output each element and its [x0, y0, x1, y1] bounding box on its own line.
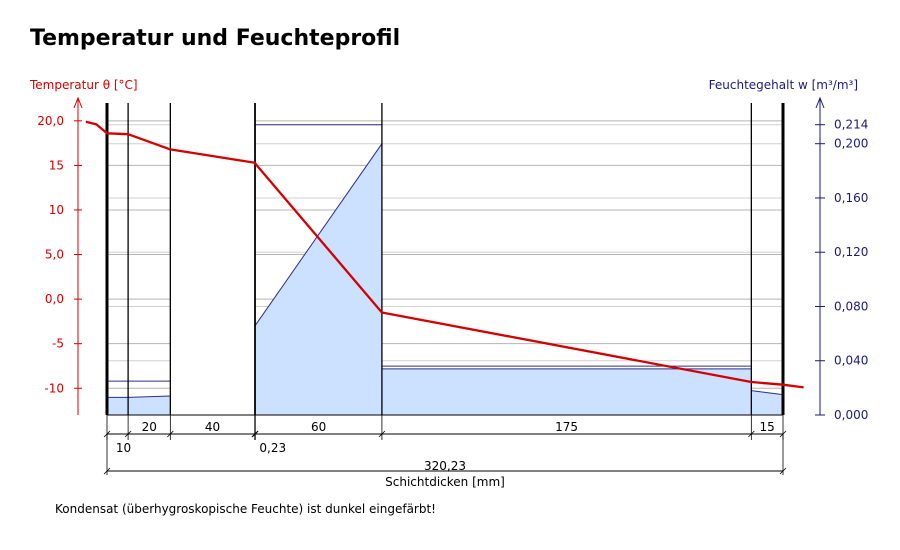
dimension-tick — [103, 467, 111, 475]
right-axis-arrow — [815, 96, 825, 109]
right-tick-label: 0,120 — [834, 245, 868, 259]
left-tick-label: 10 — [49, 203, 64, 217]
dimension-tick — [378, 430, 386, 438]
layer-thickness-label: 15 — [760, 420, 775, 434]
layer-thickness-label: 40 — [205, 420, 220, 434]
dimension-tick — [124, 430, 132, 438]
layer-thickness-label: 20 — [142, 420, 157, 434]
moisture-area — [381, 368, 752, 415]
moisture-line — [751, 390, 784, 396]
moisture-line — [254, 143, 383, 326]
left-axis-arrow — [73, 96, 83, 109]
total-thickness-label: 320,23 — [424, 459, 466, 473]
left-tick-label: 5,0 — [45, 248, 64, 262]
left-tick-label: 0,0 — [45, 292, 64, 306]
moisture-area — [128, 396, 171, 415]
left-tick-label: 20,0 — [37, 114, 64, 128]
moisture-line — [128, 395, 171, 398]
dimension-tick — [251, 430, 259, 438]
right-tick-label: 0,040 — [834, 354, 868, 368]
dimension-tick — [167, 430, 174, 438]
layer-thickness-label: 0,23 — [259, 441, 286, 455]
moisture-area — [255, 143, 382, 415]
right-tick-label: 0,160 — [834, 191, 868, 205]
right-tick-label: 0,200 — [834, 137, 868, 151]
layer-thickness-label: 60 — [311, 420, 326, 434]
right-tick-label: 0,080 — [834, 299, 868, 313]
right-axis-label: Feuchtegehalt w [m³/m³] — [709, 78, 858, 92]
right-tick-label: 0,214 — [834, 118, 868, 132]
dimension-tick — [748, 430, 755, 438]
layer-thickness-label: 175 — [555, 420, 578, 434]
page-title: Temperatur und Feuchteprofil — [30, 26, 401, 51]
layer-background — [170, 103, 255, 415]
left-axis-label: Temperatur θ [°C] — [29, 78, 138, 92]
dimension-tick — [779, 467, 787, 475]
x-axis-label: Schichtdicken [mm] — [385, 475, 505, 489]
left-tick-label: -10 — [44, 381, 64, 395]
left-tick-label: -5 — [52, 337, 64, 351]
left-tick-label: 15 — [49, 158, 64, 172]
moisture-area — [107, 397, 129, 415]
temperature-line — [85, 120, 804, 389]
moisture-area — [751, 390, 783, 415]
condensate-footnote: Kondensat (überhygroskopische Feuchte) i… — [55, 502, 436, 516]
right-tick-label: 0,000 — [834, 408, 868, 422]
layer-thickness-label: 10 — [116, 441, 131, 455]
